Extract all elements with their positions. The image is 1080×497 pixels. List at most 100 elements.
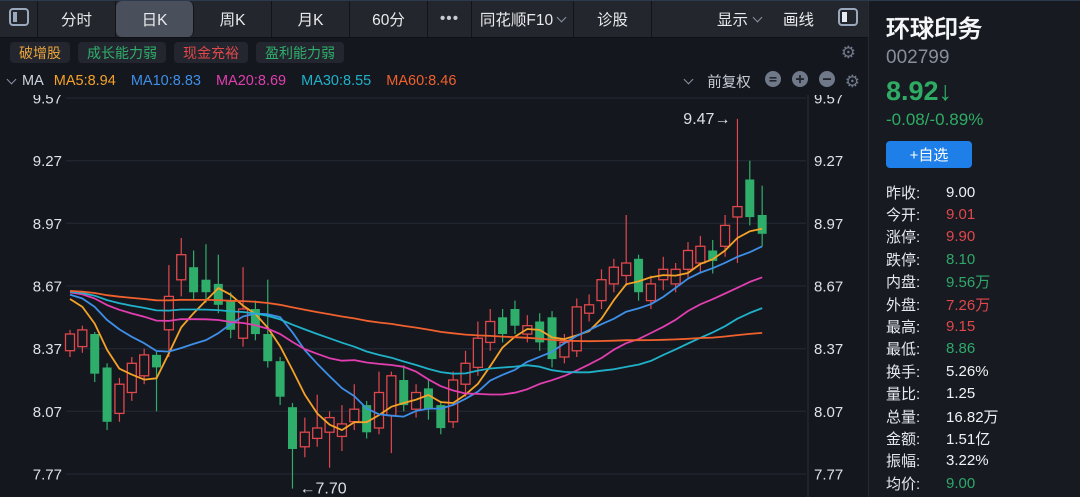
chevron-down-icon[interactable] — [6, 74, 17, 85]
candle-down — [102, 367, 112, 422]
toolbar: 分时 日K 周K 月K 60分 ••• 同花顺F10 诊股 显示 画线 — [0, 1, 868, 38]
price-annotation: 9.47→ — [683, 111, 730, 128]
draw-line-button[interactable]: 画线 — [782, 12, 814, 29]
layout-right-icon — [837, 6, 859, 33]
candle-down — [90, 334, 100, 374]
stock-info-panel: 环球印务 002799 8.92↓ -0.08/-0.89% +自选 昨收: 9.… — [868, 1, 1080, 497]
stat-row: 跌停: 8.10 — [886, 248, 1080, 270]
candle-up — [64, 333, 76, 352]
candle-up — [485, 320, 496, 344]
candle-up — [299, 431, 310, 448]
candle-up — [126, 362, 137, 394]
stat-row: 换手: 5.26% — [886, 360, 1080, 382]
indicator-list-icon[interactable] — [764, 70, 782, 92]
zoom-in-icon[interactable] — [791, 70, 809, 92]
candle-up — [139, 354, 150, 377]
zoom-out-icon[interactable] — [818, 70, 836, 92]
layout-toggle-left-button[interactable] — [0, 1, 38, 37]
candle-up — [373, 391, 385, 429]
stat-value: 8.86 — [946, 340, 976, 358]
candle-up — [571, 306, 582, 352]
candle-down — [436, 405, 446, 429]
price-annotation: ←7.70 — [299, 481, 346, 497]
settings-icon[interactable]: ⚙ — [844, 71, 860, 91]
add-watchlist-button[interactable]: +自选 — [886, 141, 972, 168]
candle-up — [608, 266, 619, 285]
tab-daily-k[interactable]: 日K — [116, 1, 194, 37]
stat-label: 总量: — [886, 408, 921, 426]
layout-toggle-right-button[interactable] — [828, 1, 868, 37]
candle-down — [275, 361, 285, 397]
stat-label: 换手: — [886, 363, 921, 381]
candle-up — [596, 279, 607, 302]
y-axis-label-right: 9.27 — [814, 153, 843, 170]
stat-row: 最高: 9.15 — [886, 315, 1080, 337]
tag-growth-weak[interactable]: 成长能力弱 — [78, 42, 166, 63]
dropdown-chevron-icon — [752, 12, 763, 23]
candle-up — [114, 383, 125, 415]
y-axis-label-right: 8.67 — [814, 279, 843, 296]
stat-value: 1.51亿 — [946, 430, 991, 448]
tag-chips: 破增股 成长能力弱 现金充裕 盈利能力弱 — [10, 42, 344, 63]
tab-60min[interactable]: 60分 — [350, 1, 428, 37]
candle-down — [287, 407, 297, 449]
ma-line-MA5 — [69, 227, 763, 432]
tab-fenshi[interactable]: 分时 — [38, 1, 116, 37]
stat-label: 昨收: — [886, 184, 921, 202]
ma-values: MA5:8.94 MA10:8.83 MA20:8.69 MA30:8.55 MA60:… — [54, 73, 457, 89]
y-axis-label-left: 8.37 — [33, 341, 62, 358]
ma-value: MA60:8.46 — [386, 73, 457, 89]
y-axis-label-left: 9.57 — [33, 95, 62, 108]
ma-line-MA30 — [69, 290, 763, 375]
stat-value: 9.56万 — [946, 274, 991, 292]
stat-label: 内盘: — [886, 274, 921, 292]
tag-pozenggu[interactable]: 破增股 — [10, 42, 70, 63]
y-axis-label-left: 8.97 — [33, 216, 62, 233]
period-tabs: 分时 日K 周K 月K 60分 ••• 同花顺F10 诊股 — [38, 1, 652, 37]
indicator-row: MA MA5:8.94 MA10:8.83 MA20:8.69 MA30:8.55 MA… — [0, 67, 868, 95]
ma-line-MA10 — [69, 245, 763, 418]
stat-label: 最高: — [886, 319, 921, 337]
tab-more[interactable]: ••• — [428, 1, 472, 37]
candle-up — [77, 329, 88, 348]
ma-value: MA30:8.55 — [301, 73, 372, 89]
candle-up — [583, 304, 595, 314]
tab-monthly-k[interactable]: 月K — [272, 1, 350, 37]
stock-name: 环球印务 — [886, 16, 982, 43]
y-axis-label-right: 8.97 — [814, 216, 843, 233]
y-axis-label-right: 8.07 — [814, 404, 843, 421]
tab-weekly-k[interactable]: 周K — [194, 1, 272, 37]
ma-line-MA20 — [69, 276, 763, 396]
kline-chart[interactable]: 9.57 9.57 9.27 9.27 8.97 8.97 8.67 8.67 8.37 8.37… — [0, 95, 868, 497]
candle-down — [399, 380, 409, 406]
toolbar-right: 显示 画线 — [717, 1, 828, 37]
stat-row: 昨收: 9.00 — [886, 181, 1080, 203]
display-menu[interactable]: 显示 — [717, 8, 763, 30]
chevron-down-icon[interactable] — [683, 74, 694, 85]
stat-label: 量比: — [886, 386, 921, 404]
stock-code: 002799 — [886, 47, 950, 68]
candle-down — [263, 334, 273, 362]
stat-value: 9.01 — [946, 206, 976, 224]
tab-ths-f10[interactable]: 同花顺F10 — [472, 1, 574, 37]
gear-icon[interactable]: ⚙ — [840, 43, 856, 62]
candle-down — [510, 309, 520, 326]
ma-value: MA20:8.69 — [215, 73, 287, 89]
dropdown-chevron-icon — [556, 12, 567, 23]
stat-row: 涨停: 9.90 — [886, 226, 1080, 248]
layout-left-icon — [8, 6, 30, 33]
stat-label: 最低: — [886, 341, 921, 359]
candle-up — [670, 268, 681, 285]
stock-stats: 昨收: 9.00 今开: 9.01 涨停: 9.90 跌停: 8.10 内盘: 9.56万 外盘: 7… — [886, 181, 1080, 494]
candle-down — [498, 317, 508, 334]
candle-down — [757, 215, 767, 234]
tag-profit-weak[interactable]: 盈利能力弱 — [256, 42, 344, 63]
tag-cash-rich[interactable]: 现金充裕 — [174, 42, 248, 63]
stat-row: 最低: 8.86 — [886, 338, 1080, 360]
candle-down — [634, 258, 644, 293]
candle-down — [250, 309, 260, 335]
tab-zhengu[interactable]: 诊股 — [574, 1, 652, 37]
adjust-mode-label[interactable]: 前复权 — [707, 74, 751, 91]
candle-down — [362, 405, 372, 433]
ma-value: MA5:8.94 — [53, 73, 116, 89]
